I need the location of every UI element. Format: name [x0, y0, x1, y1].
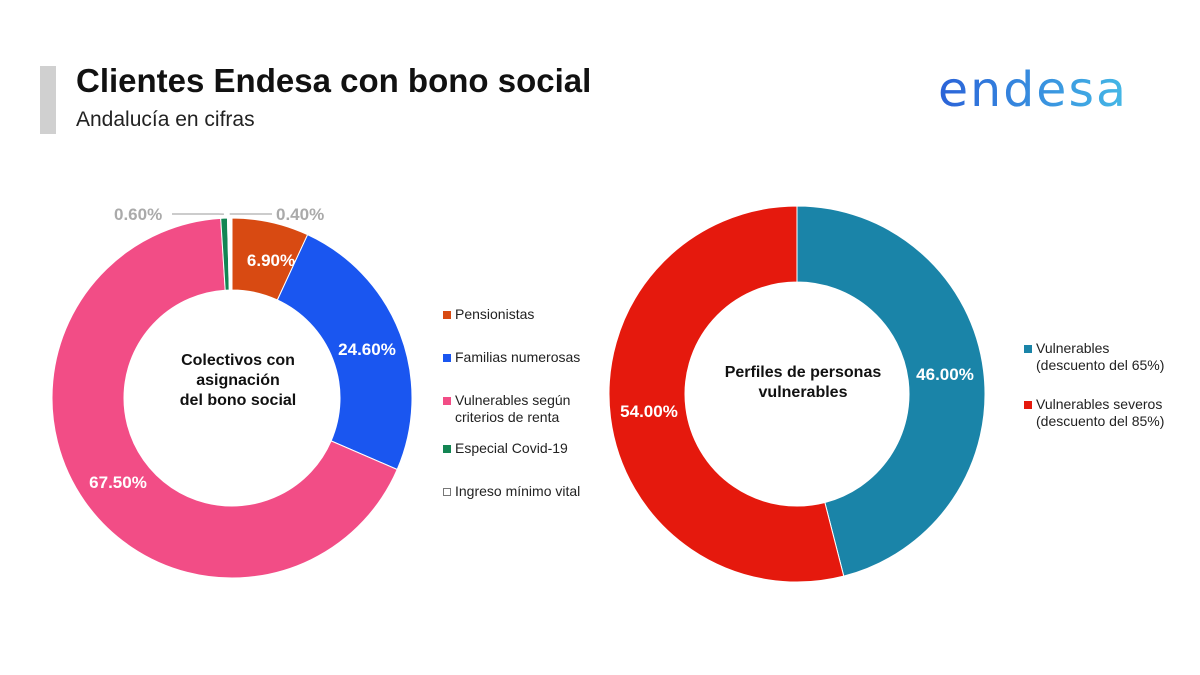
donut-chart-colectivos: 6.90% 24.60% 67.50% 0.60% 0.40% Colectivos co… — [51, 205, 413, 579]
legend-swatch — [443, 311, 451, 319]
legend-label: Vulnerables (descuento del 65%) — [1036, 340, 1165, 373]
page-subtitle: Andalucía en cifras — [76, 108, 255, 131]
legend-perfiles: Vulnerables (descuento del 65%) Vulnerabl… — [1024, 340, 1164, 452]
data-label-ingreso-minimo-vital: 0.40% — [276, 205, 324, 224]
legend-swatch — [1024, 345, 1032, 353]
center-label-line: vulnerables — [759, 384, 848, 401]
legend-item-especial-covid-19: Especial Covid-19 — [443, 440, 580, 457]
legend-swatch — [443, 354, 451, 362]
legend-label: Ingreso mínimo vital — [455, 483, 581, 499]
legend-swatch — [443, 488, 451, 496]
page-title: Clientes Endesa con bono social — [76, 62, 592, 99]
center-label-line: Colectivos con — [181, 352, 295, 369]
slice-vulnerables-severos-descuento-del-85 — [608, 205, 845, 583]
legend-swatch — [1024, 401, 1032, 409]
center-label-line: del bono social — [180, 392, 296, 409]
legend-label: Familias numerosas — [455, 349, 581, 365]
data-label-vulnerables-segun-criterios-de-renta: 67.50% — [89, 473, 147, 492]
center-label-line: asignación — [196, 372, 280, 389]
legend-item-pensionistas: Pensionistas — [443, 306, 580, 323]
legend-swatch — [443, 397, 451, 405]
data-label-familias-numerosas: 24.60% — [338, 340, 396, 359]
legend-item-vulnerables-severos-descuento-del-85: Vulnerables severos (descuento del 85%) — [1024, 396, 1164, 430]
center-label-line: Perfiles de personas — [725, 364, 882, 381]
legend-label: Vulnerables severos (descuento del 85%) — [1036, 396, 1165, 429]
legend-item-familias-numerosas: Familias numerosas — [443, 349, 580, 366]
slice-vulnerables-descuento-del-65 — [796, 205, 986, 577]
donut-chart-perfiles: 46.00% 54.00% Perfiles de personas vulnerab… — [608, 205, 986, 583]
endesa-logo: endesa — [938, 62, 1128, 118]
logo-text: endesa — [938, 62, 1128, 118]
data-label-vulnerables-severos-descuento-del-85: 54.00% — [620, 402, 678, 421]
data-label-vulnerables-descuento-del-65: 46.00% — [916, 365, 974, 384]
legend-label: Pensionistas — [455, 306, 535, 322]
title-accent-bar — [40, 66, 56, 134]
slice-vulnerables-segun-criterios-de-renta — [51, 217, 398, 579]
legend-item-vulnerables-descuento-del-65: Vulnerables (descuento del 65%) — [1024, 340, 1164, 374]
legend-label: Vulnerables según criterios de renta — [455, 392, 571, 425]
legend-item-vulnerables-segun-criterios-de-renta: Vulnerables según criterios de renta — [443, 392, 580, 426]
legend-label: Especial Covid-19 — [455, 440, 568, 456]
legend-item-ingreso-minimo-vital: Ingreso mínimo vital — [443, 483, 580, 500]
slice-ingreso-minimo-vital — [226, 217, 233, 291]
data-label-especial-covid-19: 0.60% — [114, 205, 162, 224]
slice-familias-numerosas — [276, 233, 413, 471]
data-label-pensionistas: 6.90% — [247, 251, 295, 270]
legend-colectivos: Pensionistas Familias numerosas Vulnerable… — [443, 306, 580, 526]
legend-swatch — [443, 445, 451, 453]
